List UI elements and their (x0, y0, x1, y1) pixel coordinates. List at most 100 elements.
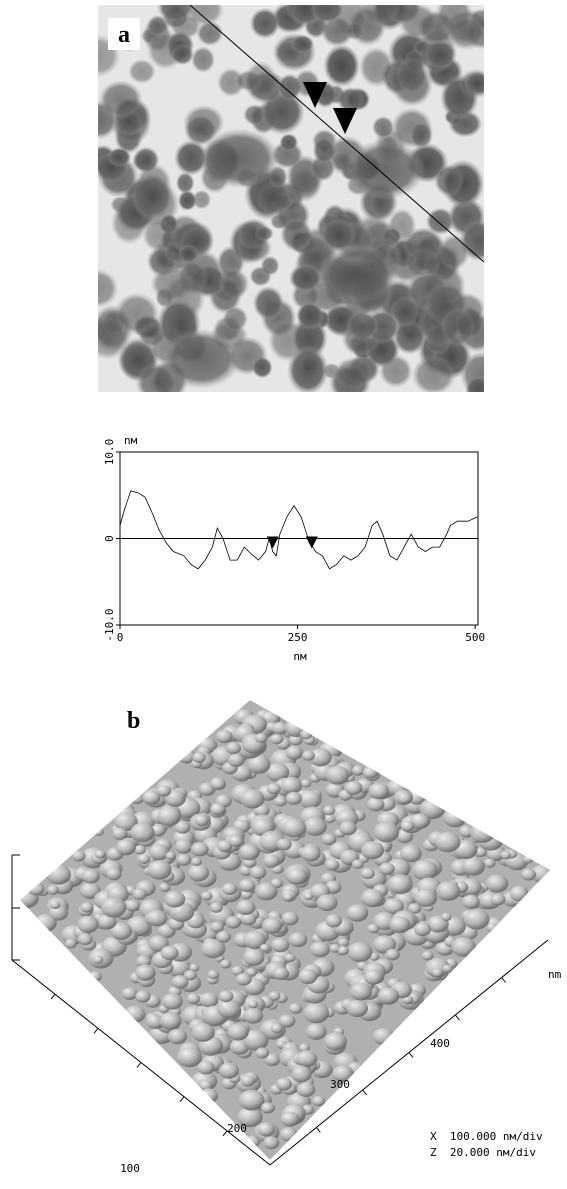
bump (46, 864, 72, 885)
bump (322, 805, 336, 816)
bump (220, 959, 232, 969)
bump (264, 1053, 281, 1067)
bump (300, 845, 321, 862)
section-line (189, 4, 485, 263)
axis-tick (454, 1014, 460, 1021)
grain (387, 208, 417, 243)
bump (112, 827, 128, 840)
bump (218, 990, 234, 1003)
bump (490, 893, 506, 906)
bump (260, 1102, 275, 1114)
grain (433, 163, 465, 197)
bump (183, 969, 197, 981)
bump (159, 882, 171, 892)
bump (347, 942, 373, 963)
bump (273, 967, 290, 981)
grain (256, 181, 293, 216)
bump (249, 865, 267, 880)
bump (135, 964, 156, 981)
bump (412, 859, 438, 881)
bump (377, 987, 400, 1005)
bump (187, 864, 210, 882)
bump (463, 909, 490, 930)
bump (271, 721, 289, 735)
bump (240, 789, 265, 809)
bump (240, 1075, 255, 1087)
axis-tick (222, 1130, 228, 1137)
grain (403, 248, 442, 279)
bump (280, 776, 302, 794)
bump (81, 869, 100, 884)
grain (260, 255, 280, 276)
bump (147, 860, 172, 880)
grain (409, 121, 434, 150)
bump (324, 1032, 347, 1051)
grain (98, 80, 143, 119)
bump (346, 999, 369, 1018)
x-tick-label: 250 (288, 631, 308, 644)
bump (270, 1023, 283, 1034)
grain (345, 310, 379, 342)
dark-region (161, 328, 242, 389)
bump (199, 1080, 213, 1091)
grain (218, 268, 250, 300)
bump (199, 992, 219, 1008)
bump (190, 842, 209, 857)
bump (142, 790, 161, 805)
grain (392, 318, 427, 355)
axis-tick (136, 1062, 142, 1068)
grain (323, 44, 361, 88)
bump (281, 911, 299, 926)
bump (363, 969, 383, 985)
bump (257, 1122, 275, 1137)
bump (199, 1088, 219, 1104)
bump (189, 963, 200, 972)
bump (282, 818, 307, 838)
grain (190, 46, 216, 73)
bump (361, 841, 385, 860)
bump (312, 1095, 326, 1107)
bump (522, 855, 534, 864)
grain (98, 268, 119, 308)
axis-tick (179, 1096, 185, 1102)
grain (425, 207, 456, 236)
grain (446, 15, 484, 51)
bump (159, 1012, 182, 1030)
bump (296, 1082, 316, 1097)
grain (98, 316, 130, 360)
bump (176, 853, 192, 866)
bump (124, 1005, 146, 1023)
bump (324, 859, 340, 871)
bump (229, 835, 244, 847)
bump (146, 909, 168, 927)
bump (421, 951, 434, 961)
bump (106, 868, 122, 881)
bump (221, 882, 238, 896)
grain (177, 190, 197, 211)
bump (209, 902, 223, 913)
grain (174, 139, 209, 176)
dark-region (199, 128, 280, 189)
bump (373, 821, 400, 843)
grain (372, 115, 395, 139)
grain (287, 345, 329, 392)
bump (339, 821, 357, 836)
bump (360, 888, 384, 908)
y-tick-label: 10.0 (103, 439, 116, 466)
grain (222, 305, 249, 332)
axis-tick (362, 1089, 368, 1096)
y-tick-label: -10.0 (103, 608, 116, 641)
bump (346, 904, 369, 922)
bump (308, 748, 332, 767)
bump (157, 806, 181, 827)
bump (194, 814, 209, 827)
bump (268, 991, 281, 1001)
grain (440, 307, 476, 348)
bump (238, 843, 260, 861)
bump (28, 882, 45, 896)
bump (125, 899, 140, 912)
bump (316, 894, 338, 912)
bump (237, 1106, 263, 1128)
bump (177, 1046, 203, 1068)
bump (441, 912, 452, 922)
